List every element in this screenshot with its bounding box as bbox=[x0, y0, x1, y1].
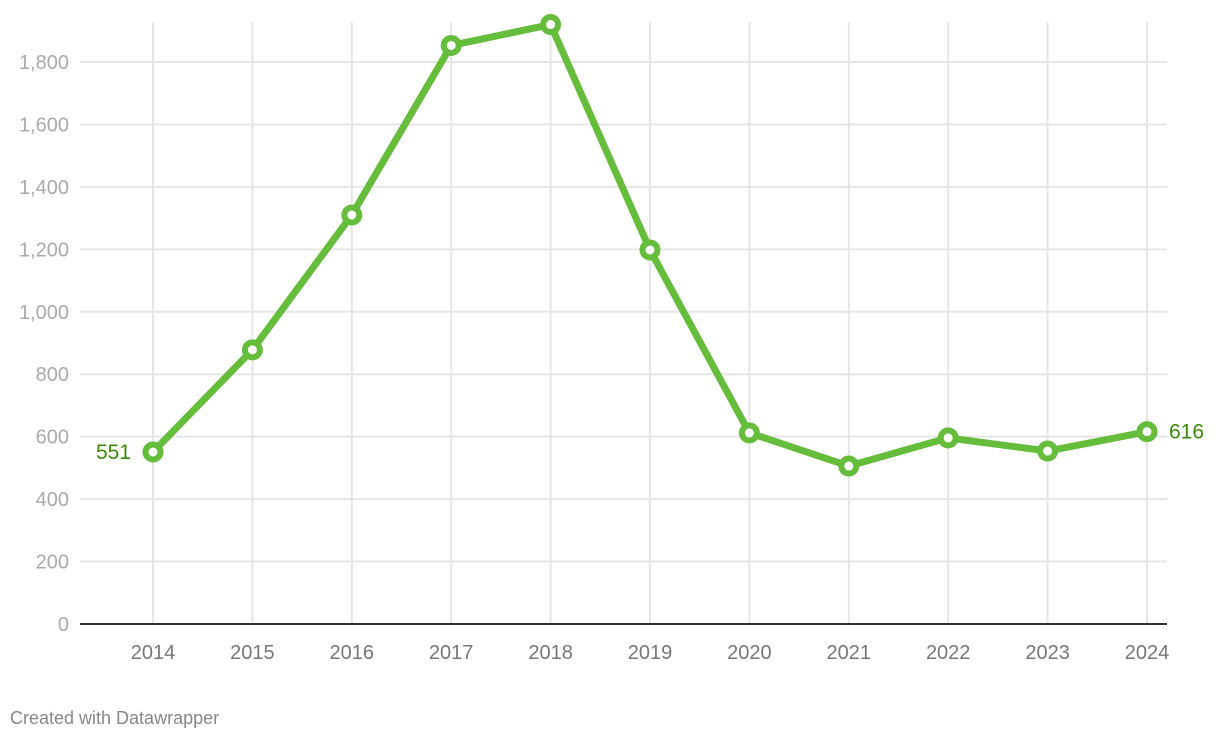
y-tick-label: 1,200 bbox=[19, 239, 69, 261]
x-tick-label: 2022 bbox=[926, 642, 971, 664]
data-point bbox=[440, 34, 462, 56]
y-tick-label: 1,600 bbox=[19, 114, 69, 136]
data-point bbox=[1136, 421, 1158, 443]
x-tick-label: 2015 bbox=[230, 642, 275, 664]
y-tick-label: 400 bbox=[36, 489, 69, 511]
x-tick-label: 2021 bbox=[827, 642, 872, 664]
data-point bbox=[241, 339, 263, 361]
x-tick-label: 2020 bbox=[727, 642, 772, 664]
y-tick-label: 1,800 bbox=[19, 52, 69, 74]
data-point bbox=[1037, 440, 1059, 462]
x-tick-label: 2016 bbox=[330, 642, 375, 664]
x-tick-label: 2018 bbox=[528, 642, 573, 664]
data-point bbox=[142, 441, 164, 463]
data-point bbox=[838, 455, 860, 477]
x-tick-label: 2024 bbox=[1125, 642, 1170, 664]
y-tick-label: 1,400 bbox=[19, 177, 69, 199]
x-tick-label: 2014 bbox=[131, 642, 176, 664]
data-point bbox=[540, 14, 562, 36]
data-point bbox=[341, 204, 363, 226]
data-point bbox=[937, 427, 959, 449]
y-tick-label: 0 bbox=[58, 614, 69, 636]
y-tick-label: 200 bbox=[36, 552, 69, 574]
y-tick-label: 800 bbox=[36, 364, 69, 386]
x-tick-label: 2023 bbox=[1025, 642, 1070, 664]
data-point bbox=[639, 239, 661, 261]
data-label-first: 551 bbox=[96, 441, 131, 464]
y-tick-label: 1,000 bbox=[19, 302, 69, 324]
data-point bbox=[738, 422, 760, 444]
data-label-last: 616 bbox=[1169, 421, 1204, 444]
x-tick-label: 2017 bbox=[429, 642, 474, 664]
x-tick-label: 2019 bbox=[628, 642, 673, 664]
y-tick-label: 600 bbox=[36, 427, 69, 449]
credit-text: Created with Datawrapper bbox=[10, 708, 220, 728]
